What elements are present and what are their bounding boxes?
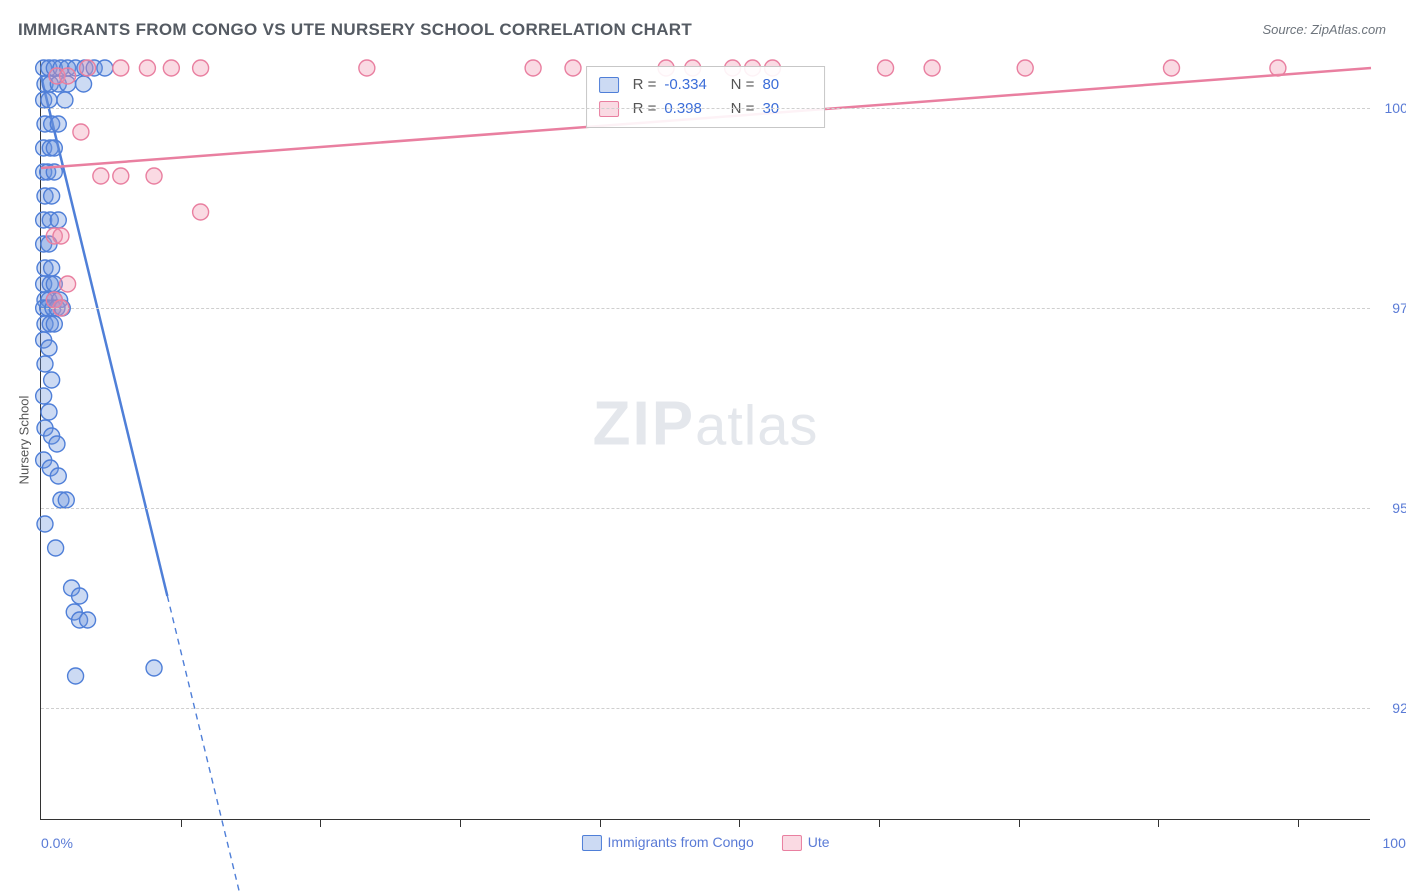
legend-label: Immigrants from Congo [607, 834, 753, 850]
x-axis-max-label: 100.0% [1375, 835, 1406, 851]
gridline-h [41, 708, 1370, 709]
x-tick [879, 819, 880, 827]
legend-item: Ute [782, 834, 830, 851]
y-tick-label: 100.0% [1377, 100, 1406, 116]
x-tick [739, 819, 740, 827]
n-value: 80 [762, 73, 812, 97]
correlation-legend-box: R = -0.334 N = 80R = 0.398 N = 30 [586, 66, 826, 128]
x-tick [1298, 819, 1299, 827]
chart-title: IMMIGRANTS FROM CONGO VS UTE NURSERY SCH… [18, 20, 692, 40]
x-tick [460, 819, 461, 827]
correlation-row: R = -0.334 N = 80 [599, 73, 813, 97]
gridline-h [41, 308, 1370, 309]
legend-swatch [599, 77, 619, 93]
y-tick-label: 97.5% [1377, 300, 1406, 316]
r-value: 0.398 [664, 97, 714, 121]
plot-area: ZIPatlas R = -0.334 N = 80R = 0.398 N = … [40, 60, 1370, 820]
series-legend: Immigrants from Congo Ute [581, 834, 829, 851]
chart-container: IMMIGRANTS FROM CONGO VS UTE NURSERY SCH… [0, 0, 1406, 892]
n-label: N = [722, 73, 754, 97]
x-tick [1019, 819, 1020, 827]
x-tick [1158, 819, 1159, 827]
r-label: R = [633, 73, 657, 97]
gridline-h [41, 108, 1370, 109]
r-label: R = [633, 97, 657, 121]
x-tick [320, 819, 321, 827]
x-tick [600, 819, 601, 827]
legend-label: Ute [808, 834, 830, 850]
legend-item: Immigrants from Congo [581, 834, 753, 851]
chart-svg [41, 60, 1371, 820]
n-label: N = [722, 97, 754, 121]
x-axis-min-label: 0.0% [41, 835, 73, 851]
legend-swatch [599, 101, 619, 117]
legend-swatch [581, 835, 601, 851]
gridline-h [41, 508, 1370, 509]
y-tick-label: 92.5% [1377, 700, 1406, 716]
x-tick [181, 819, 182, 827]
y-tick-label: 95.0% [1377, 500, 1406, 516]
r-value: -0.334 [664, 73, 714, 97]
y-axis-label: Nursery School [17, 396, 32, 485]
n-value: 30 [762, 97, 812, 121]
legend-swatch [782, 835, 802, 851]
correlation-row: R = 0.398 N = 30 [599, 97, 813, 121]
source-label: Source: ZipAtlas.com [1262, 22, 1386, 37]
